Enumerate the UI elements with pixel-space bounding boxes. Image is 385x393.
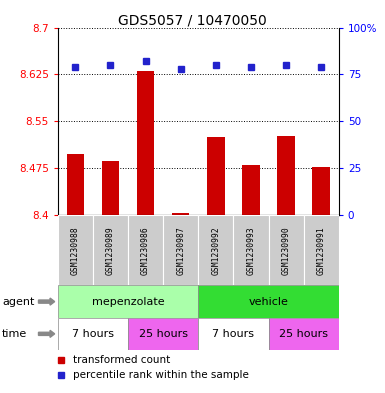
Bar [277, 136, 295, 215]
Text: GSM1230992: GSM1230992 [211, 226, 220, 275]
Text: GSM1230988: GSM1230988 [71, 226, 80, 275]
Bar [304, 215, 339, 285]
Bar [313, 167, 330, 215]
Bar [128, 215, 163, 285]
Bar [67, 154, 84, 215]
Bar [163, 215, 198, 285]
Text: GSM1230986: GSM1230986 [141, 226, 150, 275]
Text: GDS5057 / 10470050: GDS5057 / 10470050 [118, 14, 267, 28]
Bar [269, 215, 304, 285]
Text: transformed count: transformed count [73, 355, 171, 365]
Bar [102, 161, 119, 215]
Text: 7 hours: 7 hours [213, 329, 254, 339]
Text: percentile rank within the sample: percentile rank within the sample [73, 370, 249, 380]
Text: 25 hours: 25 hours [139, 329, 187, 339]
Text: agent: agent [2, 297, 34, 307]
Bar [233, 215, 269, 285]
Bar [198, 318, 269, 350]
Bar [269, 318, 339, 350]
Text: vehicle: vehicle [249, 297, 288, 307]
Text: 25 hours: 25 hours [279, 329, 328, 339]
Bar [198, 215, 233, 285]
Bar [198, 285, 339, 318]
Text: GSM1230989: GSM1230989 [106, 226, 115, 275]
Bar [137, 71, 154, 215]
Text: GSM1230991: GSM1230991 [317, 226, 326, 275]
Bar [128, 318, 198, 350]
Bar [93, 215, 128, 285]
Text: GSM1230990: GSM1230990 [281, 226, 291, 275]
Text: time: time [2, 329, 27, 339]
Bar [58, 285, 198, 318]
Bar [172, 213, 189, 215]
Text: GSM1230993: GSM1230993 [246, 226, 256, 275]
Bar [242, 165, 260, 215]
Text: 7 hours: 7 hours [72, 329, 114, 339]
Bar [58, 215, 93, 285]
Text: mepenzolate: mepenzolate [92, 297, 164, 307]
Bar [58, 318, 128, 350]
Bar [207, 137, 224, 215]
Text: GSM1230987: GSM1230987 [176, 226, 185, 275]
